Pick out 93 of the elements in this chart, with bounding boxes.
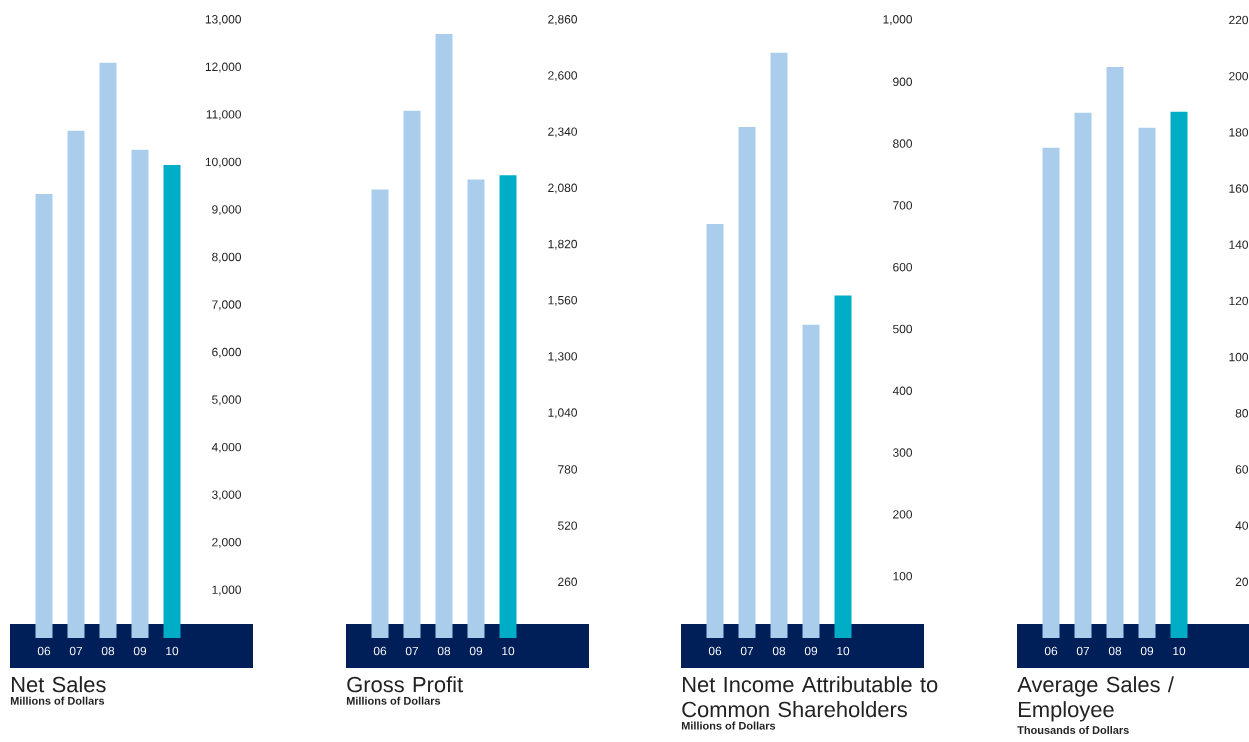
y-tick-label: 700 xyxy=(893,201,913,210)
y-tick-label: 12,000 xyxy=(205,62,242,73)
y-tick-label: 7,000 xyxy=(212,300,242,311)
y-tick-label: 8,000 xyxy=(212,252,242,263)
text: Millions of Dollars xyxy=(346,696,441,705)
x-tick-label: 06 xyxy=(1044,646,1058,656)
y-tick-label: 10,000 xyxy=(205,157,242,168)
bar xyxy=(371,189,389,638)
bar xyxy=(738,126,756,638)
bar xyxy=(99,62,117,638)
bar xyxy=(1042,147,1060,638)
y-tick-label: 1,300 xyxy=(548,352,578,363)
y-tick-label: 3,000 xyxy=(212,490,242,501)
bar xyxy=(435,34,453,638)
text: Millions of Dollars xyxy=(10,696,105,705)
y-tick-label: 6,000 xyxy=(212,347,242,358)
y-tick-label: 900 xyxy=(893,77,913,87)
x-tick-label: 08 xyxy=(772,646,786,656)
x-tick-label: 06 xyxy=(373,646,387,656)
bar xyxy=(1074,112,1092,638)
y-tick-label: 400 xyxy=(892,386,913,396)
y-tick-label: 1,000 xyxy=(883,15,913,25)
y-tick-label: 100 xyxy=(893,571,913,581)
x-tick-label: 07 xyxy=(405,646,419,656)
x-tick-label: 09 xyxy=(1140,646,1154,656)
y-tick-label: 260 xyxy=(558,577,578,587)
y-tick-label: 1,820 xyxy=(548,239,578,250)
bar xyxy=(163,164,181,638)
text: Millions of Dollars xyxy=(681,721,776,730)
y-tick-label: 1,000 xyxy=(212,585,242,596)
text: Gross Profit xyxy=(347,676,463,693)
y-tick-label: 2,860 xyxy=(548,15,578,25)
bar xyxy=(1106,66,1124,638)
y-tick-label: 140 xyxy=(1229,240,1249,249)
y-tick-label: 1,560 xyxy=(548,295,578,306)
x-tick-label: 10 xyxy=(1173,646,1186,656)
y-tick-label: 9,000 xyxy=(212,205,242,216)
x-tick-label: 10 xyxy=(837,646,850,656)
bar xyxy=(1170,111,1188,638)
bar xyxy=(834,295,852,638)
x-tick-label: 09 xyxy=(804,646,818,656)
x-tick-label: 07 xyxy=(1076,646,1090,656)
bar xyxy=(35,193,53,638)
x-tick-label: 07 xyxy=(69,646,83,656)
y-tick-label: 800 xyxy=(893,139,913,148)
bar xyxy=(131,149,149,638)
y-tick-label: 20 xyxy=(1235,577,1249,587)
y-tick-label: 60 xyxy=(1235,465,1249,474)
y-tick-label: 13,000 xyxy=(205,15,242,25)
bar xyxy=(499,175,517,638)
y-tick-label: 220 xyxy=(1229,15,1249,25)
y-tick-label: 2,000 xyxy=(212,537,242,548)
y-tick-label: 2,600 xyxy=(548,71,578,82)
y-tick-label: 180 xyxy=(1229,128,1249,137)
x-tick-label: 09 xyxy=(469,646,483,656)
y-tick-label: 520 xyxy=(558,521,578,530)
x-tick-label: 08 xyxy=(437,646,451,656)
x-tick-label: 08 xyxy=(101,646,115,656)
y-tick-label: 120 xyxy=(1229,296,1249,306)
bar xyxy=(770,52,788,638)
x-tick-label: 07 xyxy=(740,646,754,656)
x-tick-label: 06 xyxy=(708,646,722,656)
bar xyxy=(802,324,820,638)
bar xyxy=(67,130,85,638)
text: Net Sales xyxy=(12,676,106,693)
y-tick-label: 200 xyxy=(893,510,913,519)
y-tick-label: 1,040 xyxy=(548,408,578,419)
text: Average Sales / Employee xyxy=(1017,676,1174,722)
y-tick-label: 780 xyxy=(558,465,578,474)
text: Net Income Attributable to Common Shareholders xyxy=(682,676,938,718)
y-tick-label: 200 xyxy=(1229,71,1249,81)
bar xyxy=(403,110,421,638)
y-tick-label: 5,000 xyxy=(212,395,242,406)
bar xyxy=(467,179,485,638)
x-tick-label: 10 xyxy=(502,646,515,656)
x-tick-label: 06 xyxy=(37,646,51,656)
x-tick-label: 10 xyxy=(166,646,179,656)
y-tick-label: 160 xyxy=(1229,184,1249,193)
text: Thousands of Dollars xyxy=(1017,725,1129,734)
y-tick-label: 100 xyxy=(1229,352,1249,362)
bar xyxy=(1138,127,1156,638)
x-tick-label: 09 xyxy=(133,646,147,656)
y-tick-label: 11,000 xyxy=(206,110,242,121)
y-tick-label: 2,080 xyxy=(548,183,578,194)
y-tick-label: 80 xyxy=(1235,409,1249,418)
y-tick-label: 40 xyxy=(1235,521,1249,530)
y-tick-label: 300 xyxy=(893,448,913,457)
y-tick-label: 4,000 xyxy=(211,442,242,453)
y-tick-label: 500 xyxy=(893,324,913,334)
bar xyxy=(706,223,724,638)
y-tick-label: 2,340 xyxy=(548,127,578,138)
x-tick-label: 08 xyxy=(1108,646,1122,656)
y-tick-label: 600 xyxy=(893,262,913,272)
